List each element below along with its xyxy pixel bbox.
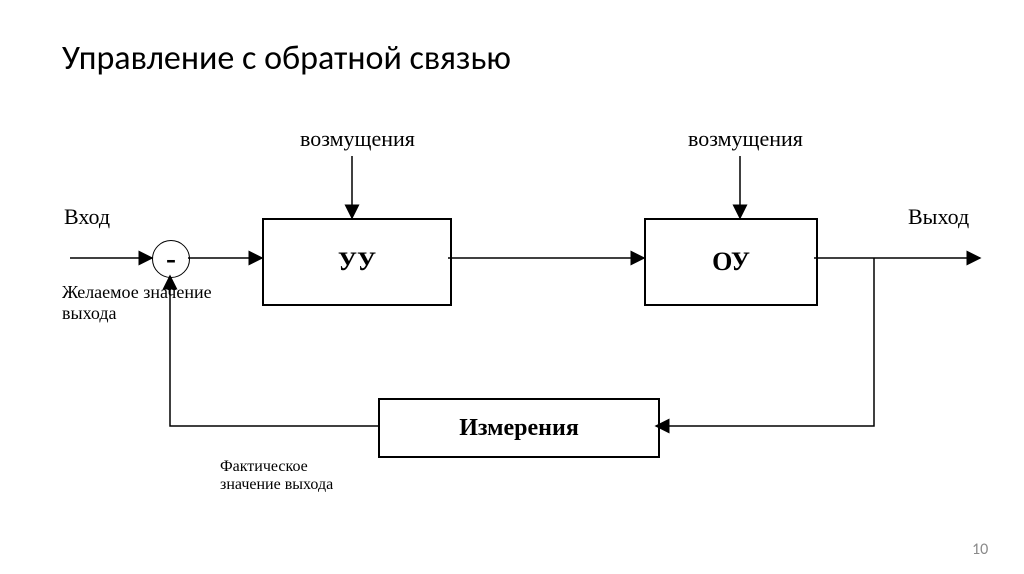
desired-value-label: Желаемое значение выхода	[62, 282, 212, 324]
output-label: Выход	[908, 204, 969, 230]
measurement-block-label: Измерения	[459, 415, 579, 442]
measurement-block: Измерения	[378, 398, 660, 458]
disturbance-2-label: возмущения	[688, 126, 803, 152]
disturbance-1-label: возмущения	[300, 126, 415, 152]
page-number: 10	[972, 540, 988, 559]
summing-junction: -	[152, 240, 190, 278]
slide-title: Управление с обратной связью	[62, 38, 511, 79]
plant-block: ОУ	[644, 218, 818, 306]
controller-block-label: УУ	[338, 247, 376, 277]
input-label: Вход	[64, 204, 110, 230]
summing-minus-label: -	[166, 242, 176, 276]
controller-block: УУ	[262, 218, 452, 306]
plant-block-label: ОУ	[712, 247, 750, 277]
slide: Управление с обратной связью Вход Выход …	[0, 0, 1024, 574]
actual-value-label: Фактическое значение выхода	[220, 458, 333, 494]
